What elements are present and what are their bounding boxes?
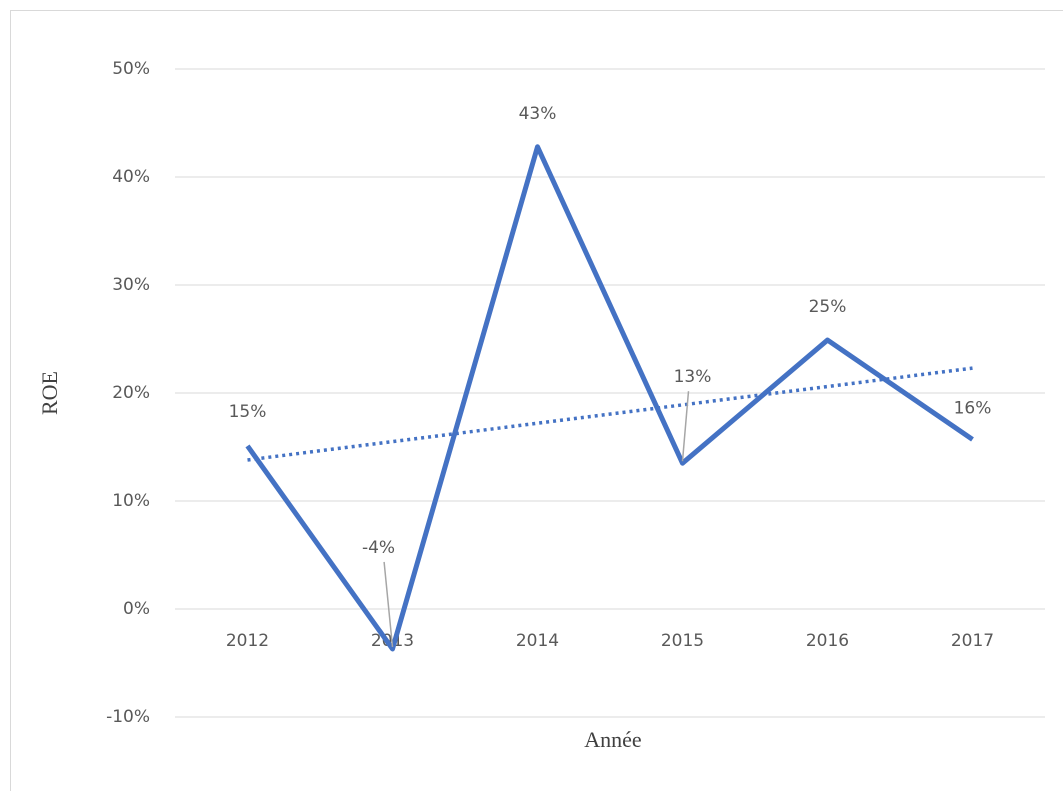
data-label: 13%: [674, 367, 712, 387]
x-tick-label: 2012: [226, 631, 269, 651]
x-tick-label: 2014: [516, 631, 559, 651]
trendline: [247, 366, 973, 462]
x-axis-title: Année: [584, 727, 641, 752]
data-label: 16%: [954, 398, 992, 418]
y-axis-title: ROE: [37, 371, 62, 415]
x-tick-label: 2017: [951, 631, 994, 651]
data-label: 25%: [809, 297, 847, 317]
y-tick-label: 0%: [123, 599, 150, 619]
data-line: [245, 144, 974, 652]
data-label: -4%: [362, 538, 395, 558]
x-tick-label: 2015: [661, 631, 704, 651]
chart-border: [10, 10, 1063, 791]
y-tick-label: 30%: [112, 275, 150, 295]
y-tick-label: 50%: [112, 59, 150, 79]
y-tick-label: -10%: [106, 707, 150, 727]
x-tick-label: 2016: [806, 631, 849, 651]
y-tick-label: 20%: [112, 383, 150, 403]
data-label: 15%: [229, 402, 267, 422]
y-tick-label: 40%: [112, 167, 150, 187]
y-tick-label: 10%: [112, 491, 150, 511]
leader-line: [681, 391, 690, 462]
leader-line: [383, 561, 394, 648]
data-label: 43%: [519, 104, 557, 124]
